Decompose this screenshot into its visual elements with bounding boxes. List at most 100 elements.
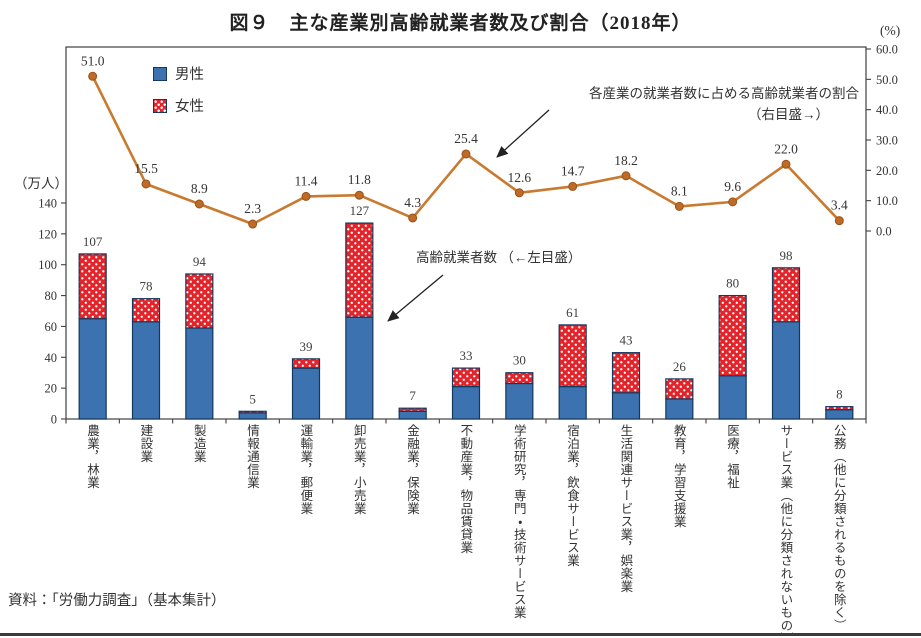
- ratio-value-label: 9.6: [724, 179, 741, 194]
- bar-total-label: 5: [249, 391, 256, 406]
- ratio-value-label: 18.2: [614, 153, 638, 168]
- annotation-line-note: 各産業の就業者数に占める高齢就業者の割合 （右目盛→）: [589, 84, 859, 126]
- bar-male: [451, 386, 481, 420]
- bar-male: [825, 409, 854, 420]
- legend-label-female: 女性: [175, 99, 204, 115]
- bar-male: [78, 318, 107, 420]
- axis-ticks: 0 20 40 60 80 100 120 140 0.0 10.0 20.0 30.0 40.0 50.…: [38, 43, 898, 427]
- bar-female: [238, 410, 267, 414]
- bar-total-label: 80: [726, 276, 739, 291]
- bar-male: [558, 386, 587, 420]
- ratio-point: [781, 159, 791, 169]
- right-tick-label: 0.0: [876, 225, 892, 239]
- right-tick-label: 40.0: [876, 103, 898, 117]
- male-swatch-icon: [153, 66, 167, 81]
- ratio-value-label: 11.8: [348, 172, 371, 187]
- ratio-point: [88, 71, 98, 81]
- bar-female: [771, 267, 801, 323]
- ratio-value-label: 22.0: [774, 141, 798, 156]
- legend-label-male: 男性: [175, 67, 204, 83]
- x-axis-label: 宿泊業，飲食サービス業: [565, 424, 580, 567]
- ratio-value-label: 15.5: [134, 161, 158, 176]
- x-axis-label: 公務（他に分類されるものを除く）: [831, 424, 846, 632]
- ratio-point: [514, 188, 524, 198]
- x-axis-label: 教育，学習支援業: [671, 424, 686, 528]
- legend-item-female: 女性: [153, 95, 204, 116]
- annotation-bar-note: 高齢就業者数 （←左目盛）: [416, 250, 582, 265]
- left-tick-label: 40: [45, 351, 58, 365]
- bar-female: [291, 358, 321, 369]
- ratio-value-label: 11.4: [294, 173, 317, 188]
- annotation-line-note-text2: （右目盛→）: [748, 106, 829, 122]
- ratio-value-label: 3.4: [831, 198, 848, 213]
- annotation-arrows: [387, 109, 550, 322]
- x-axis-label: 農業，林業: [85, 424, 100, 489]
- female-swatch-icon: [153, 98, 167, 113]
- left-tick-label: 100: [38, 258, 57, 272]
- bottom-divider: [0, 633, 921, 636]
- bar-total-label: 26: [673, 359, 687, 374]
- left-tick-label: 80: [45, 289, 58, 303]
- bar-male: [611, 392, 641, 420]
- arrow-to-bar: [387, 274, 444, 322]
- arrow-to-line: [496, 109, 550, 158]
- ratio-value-label: 4.3: [404, 195, 421, 210]
- ratio-value-label: 25.4: [454, 131, 478, 146]
- ratio-point: [194, 199, 204, 209]
- bar-female: [398, 407, 427, 412]
- right-tick-label: 50.0: [876, 73, 898, 87]
- left-tick-label: 120: [38, 227, 57, 241]
- bar-total-label: 107: [83, 234, 103, 249]
- bar-female: [185, 273, 214, 329]
- line-series: 51.0 15.5 8.9 2.3 11.4 11.8 4.3 25.4 12.6 14.7 18.…: [81, 53, 848, 229]
- left-axis-unit: （万人）: [14, 176, 68, 191]
- legend: 男性 女性: [153, 63, 204, 116]
- ratio-value-label: 8.9: [191, 181, 208, 196]
- ratio-value-label: 14.7: [561, 163, 585, 178]
- ratio-point: [568, 181, 578, 191]
- ratio-point: [141, 179, 151, 189]
- x-axis-label: 運輸業，郵便業: [298, 424, 313, 515]
- bar-total-label: 7: [409, 388, 416, 403]
- bar-female: [451, 367, 481, 388]
- bar-total-label: 98: [780, 248, 793, 263]
- ratio-value-label: 8.1: [671, 183, 688, 198]
- bar-total-label: 94: [193, 254, 207, 269]
- bar-total-label: 127: [350, 203, 370, 218]
- x-axis-label: サービス業（他に分類されないもの）: [778, 424, 793, 638]
- left-tick-label: 20: [45, 382, 58, 396]
- bar-male: [185, 327, 214, 420]
- bar-male: [771, 321, 801, 420]
- annotation-line-note-text: 各産業の就業者数に占める高齢就業者の割合: [589, 86, 859, 101]
- bar-male: [345, 316, 374, 420]
- x-axis-label: 医療，福祉: [725, 424, 740, 489]
- legend-item-male: 男性: [153, 63, 204, 84]
- bar-female: [78, 253, 107, 320]
- x-axis-label: 建設業: [138, 424, 153, 463]
- ratio-value-label: 51.0: [81, 53, 105, 68]
- bar-male: [665, 398, 694, 420]
- bar-total-label: 61: [566, 305, 579, 320]
- bar-total-label: 8: [836, 387, 843, 402]
- right-tick-label: 30.0: [876, 134, 898, 148]
- bar-total-label: 33: [460, 348, 473, 363]
- bar-female: [131, 298, 161, 323]
- ratio-point: [248, 219, 258, 229]
- ratio-point: [728, 197, 738, 207]
- x-axis-label: 製造業: [191, 424, 206, 463]
- bar-male: [398, 410, 427, 420]
- source-note: 資料：「労働力調査」（基本集計）: [8, 593, 226, 609]
- right-axis-unit: (%): [880, 23, 901, 38]
- bar-male: [291, 367, 321, 420]
- x-axis-label: 学術研究，専門・技術サービス業: [511, 424, 526, 619]
- ratio-point: [621, 171, 631, 181]
- left-tick-label: 0: [51, 413, 57, 427]
- x-axis-label: 生活関連サービス業，娯楽業: [618, 424, 633, 593]
- right-tick-label: 10.0: [876, 194, 898, 208]
- x-axis-label: 情報通信業: [245, 424, 260, 489]
- bar-total-label: 43: [620, 333, 633, 348]
- ratio-point: [408, 213, 418, 223]
- bar-series: 107 78 94 5 39 127 7 33 30 61 43 26 80 98 8: [78, 203, 854, 420]
- ratio-point: [354, 190, 364, 200]
